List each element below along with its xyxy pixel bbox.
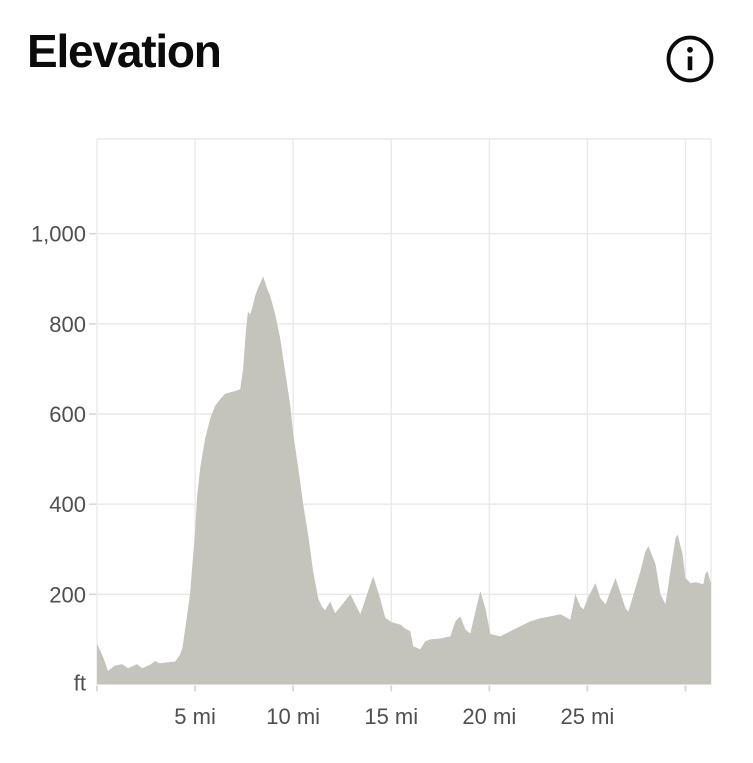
- card-header: Elevation: [0, 0, 753, 110]
- elevation-area-fill[interactable]: [97, 276, 711, 685]
- y-tick-label-800ft: 800: [49, 312, 86, 337]
- x-tick-label-15mi: 15 mi: [364, 704, 418, 729]
- y-axis-unit-label: ft: [74, 671, 86, 696]
- x-tick-label-10mi: 10 mi: [266, 704, 320, 729]
- info-button[interactable]: [664, 33, 716, 85]
- y-tick-label-1000ft: 1,000: [31, 222, 86, 247]
- x-tick-label-20mi: 20 mi: [462, 704, 516, 729]
- page-title: Elevation: [27, 25, 222, 77]
- y-tick-label-200ft: 200: [49, 582, 86, 607]
- x-tick-label-25mi: 25 mi: [561, 704, 615, 729]
- info-icon: [666, 35, 714, 83]
- y-tick-label-600ft: 600: [49, 402, 86, 427]
- x-tick-label-5mi: 5 mi: [174, 704, 216, 729]
- y-tick-label-400ft: 400: [49, 492, 86, 517]
